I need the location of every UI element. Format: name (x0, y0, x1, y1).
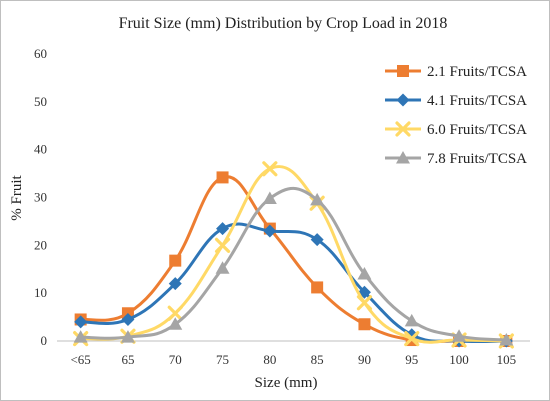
x-tick-label: 70 (169, 352, 182, 367)
legend-label: 4.1 Fruits/TCSA (427, 93, 527, 109)
data-point-x (404, 331, 420, 347)
legend-label: 6.0 Fruits/TCSA (427, 122, 527, 138)
data-point-x (356, 295, 373, 311)
series-group (74, 222, 513, 348)
y-tick-label: 10 (34, 285, 47, 300)
data-point-triangle (452, 329, 467, 342)
x-tick-label: 65 (121, 352, 134, 367)
legend-item: 4.1 Fruits/TCSA (385, 93, 527, 109)
x-tick-label: 100 (449, 352, 469, 367)
x-tick-label: 85 (311, 352, 324, 367)
x-tick-label: 80 (263, 352, 276, 367)
legend-marker-square (397, 65, 409, 77)
series-line (80, 222, 507, 344)
data-point-diamond (216, 222, 230, 236)
data-point-x (214, 237, 231, 253)
data-point-square (169, 254, 182, 267)
x-tick-label: <65 (70, 352, 90, 367)
data-point-square (216, 171, 229, 184)
x-tick-label: 95 (405, 352, 418, 367)
data-point-triangle (357, 267, 372, 280)
y-tick-label: 0 (41, 333, 48, 348)
y-tick-label: 30 (34, 190, 47, 205)
series-group (73, 161, 514, 349)
series-line (80, 175, 507, 344)
x-tick-label: 105 (497, 352, 517, 367)
series-layer (73, 161, 514, 349)
series-group (74, 171, 513, 347)
data-point-square (358, 318, 371, 331)
data-point-diamond (263, 224, 277, 238)
data-point-triangle (404, 313, 419, 327)
legend: 2.1 Fruits/TCSA 4.1 Fruits/TCSA 6.0 Fruits… (385, 64, 527, 167)
legend-marker-x (395, 121, 411, 137)
data-point-triangle (310, 192, 325, 206)
data-point-triangle (168, 317, 183, 330)
legend-marker-diamond (396, 93, 410, 107)
data-point-diamond (168, 277, 182, 291)
y-tick-label: 50 (34, 94, 47, 109)
data-point-triangle (262, 191, 277, 204)
x-axis-title: Size (mm) (255, 375, 318, 391)
series-group (73, 186, 514, 346)
y-tick-label: 20 (34, 237, 47, 252)
data-point-triangle (215, 261, 230, 274)
series-line (80, 165, 507, 344)
chart-title: Fruit Size (mm) Distribution by Crop Loa… (119, 15, 448, 32)
legend-item: 7.8 Fruits/TCSA (385, 151, 527, 167)
data-point-triangle (120, 330, 135, 343)
data-point-diamond (74, 315, 88, 329)
data-point-x (167, 305, 183, 321)
series-line (80, 186, 507, 342)
data-point-triangle (73, 330, 88, 343)
data-point-triangle (499, 333, 514, 346)
y-tick-label: 40 (34, 142, 47, 157)
legend-label: 7.8 Fruits/TCSA (427, 151, 527, 167)
legend-item: 6.0 Fruits/TCSA (385, 121, 527, 138)
data-point-diamond (310, 233, 324, 247)
x-tick-label: 90 (358, 352, 371, 367)
data-point-x (262, 161, 278, 177)
legend-marker-triangle (396, 151, 410, 164)
data-point-square (311, 281, 324, 294)
x-tick-label: 75 (216, 352, 229, 367)
y-tick-label: 60 (34, 46, 47, 61)
legend-label: 2.1 Fruits/TCSA (427, 64, 527, 80)
y-axis-title: % Fruit (9, 174, 25, 220)
legend-item: 2.1 Fruits/TCSA (385, 64, 527, 80)
data-point-diamond (121, 312, 135, 326)
